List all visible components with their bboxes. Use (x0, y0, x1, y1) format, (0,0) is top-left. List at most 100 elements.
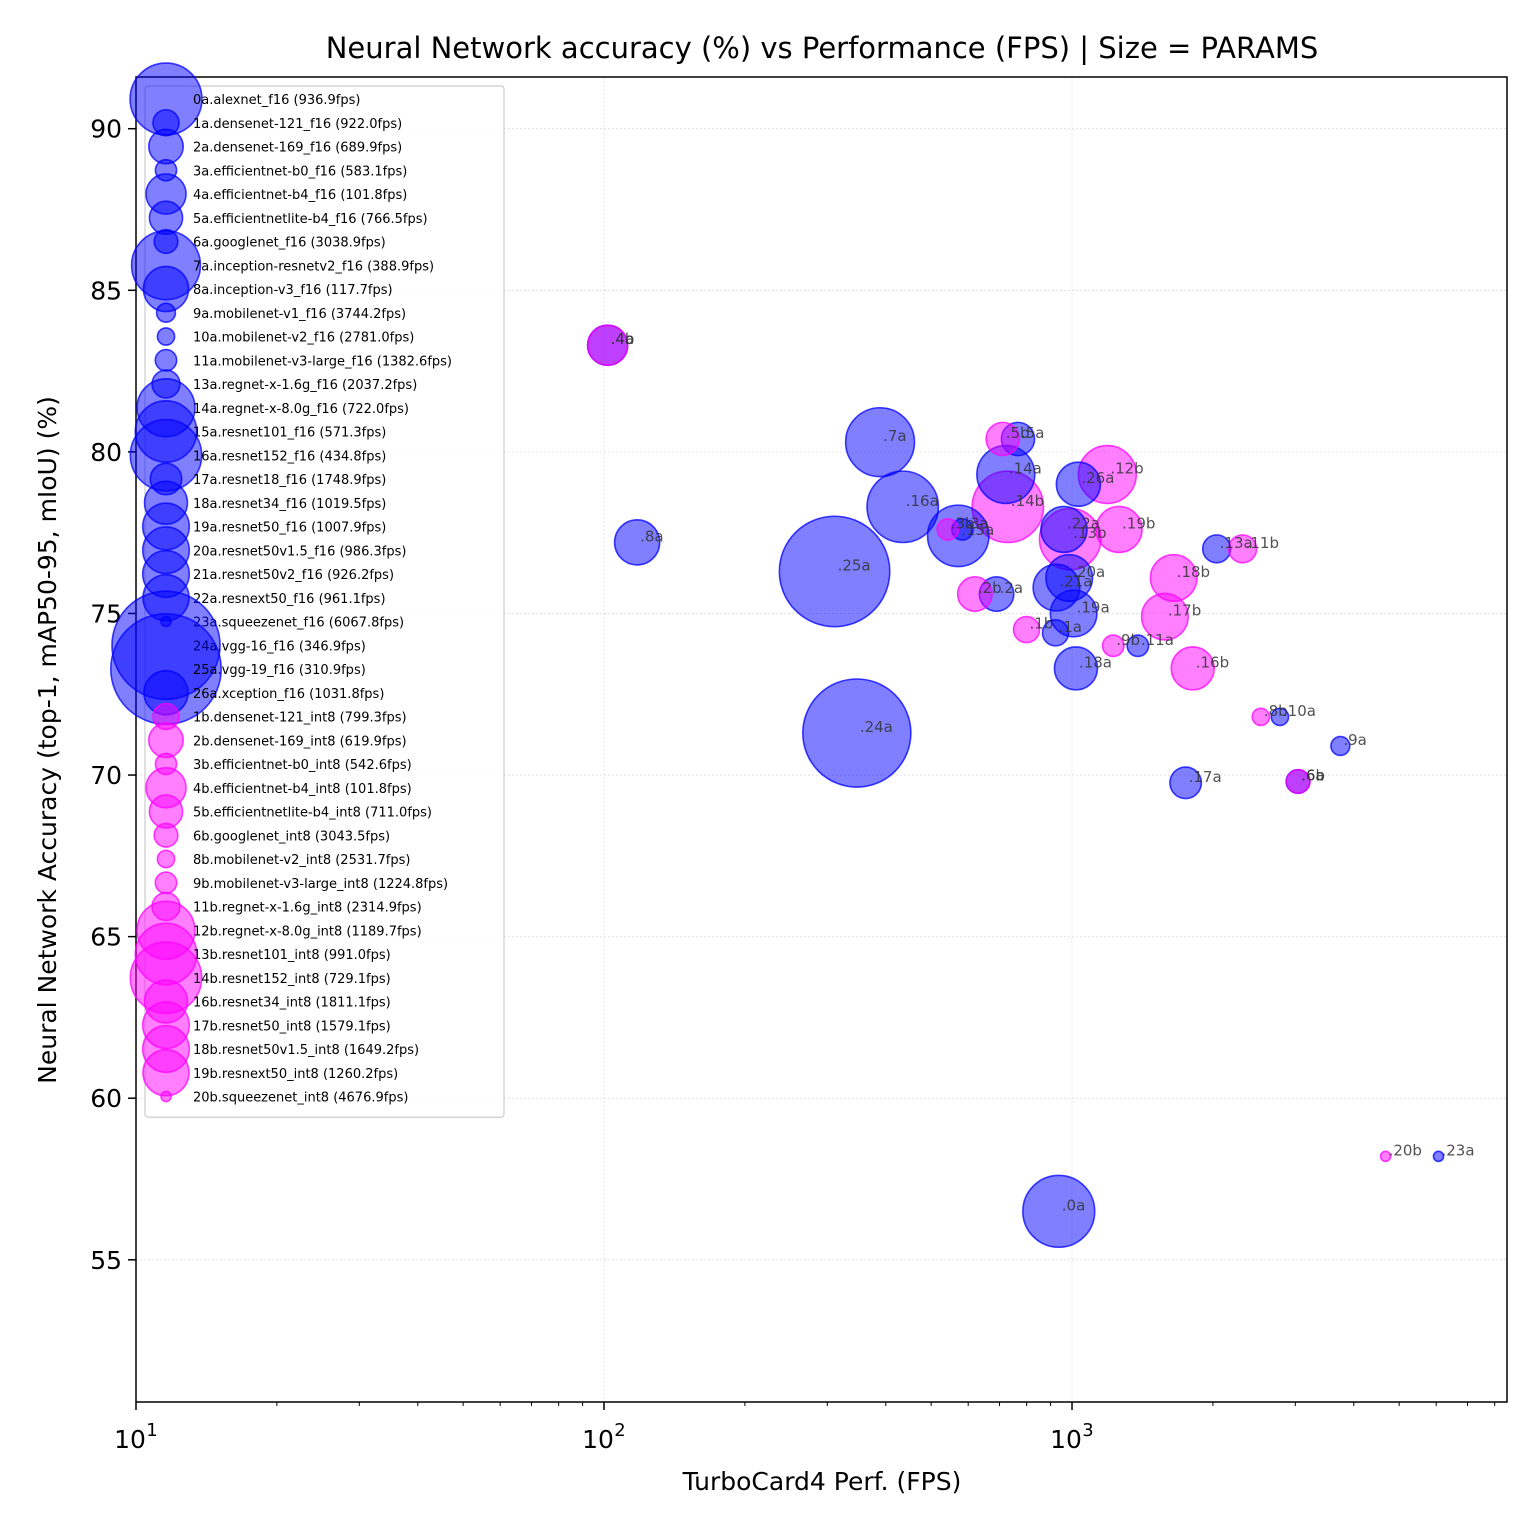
data-point-26a (1055, 461, 1102, 508)
point-label-6b: .6b (1301, 767, 1325, 785)
data-point-9a (1330, 735, 1351, 757)
legend-entry-17a: 17a.resnet18_f16 (1748.9fps) (193, 473, 386, 488)
data-point-18b (1149, 553, 1198, 602)
point-label-18a: .18a (1079, 653, 1112, 671)
x-tick-label: 10 (114, 1425, 146, 1454)
point-label-10a: .10a (1283, 702, 1316, 720)
legend-entry-14a: 14a.regnet-x-8.0g_f16 (722.0fps) (193, 402, 409, 417)
point-label-9a: .9a (1343, 731, 1367, 749)
point-label-15a: .15a (961, 521, 994, 539)
point-label-1a: .1a (1059, 618, 1083, 636)
data-point-16b (1170, 646, 1216, 691)
legend-entry-8a: 8a.inception-v3_f16 (117.7fps) (193, 283, 393, 298)
x-tick-exponent: 3 (1082, 1420, 1093, 1441)
legend-marker-19b (142, 1048, 190, 1097)
legend-entry-6a: 6a.googlenet_f16 (3038.9fps) (193, 236, 386, 251)
y-tick-label: 90 (90, 115, 122, 144)
legend: 0a.alexnet_f16 (936.9fps) 1a.densenet-121… (110, 62, 505, 1118)
y-tick-label: 55 (90, 1246, 122, 1275)
data-point-17a (1169, 766, 1203, 800)
legend-entry-7a: 7a.inception-resnetv2_f16 (388.9fps) (193, 259, 434, 274)
legend-entry-5a: 5a.efficientnetlite-b4_f16 (766.5fps) (193, 212, 428, 227)
point-label-5a: .5a (1021, 424, 1045, 442)
y-tick-label: 85 (90, 276, 122, 305)
data-point-20b (1379, 1150, 1392, 1163)
legend-marker-6b (153, 822, 179, 848)
point-label-6a: .6a (1301, 767, 1325, 785)
point-label-14b: .14b (1011, 492, 1044, 510)
point-labels: .0a .1a .2a .3a .4a .5a .6a .7a .8a .9a .10a .11a .1… (611, 330, 1475, 1214)
point-label-4a: .4a (611, 330, 635, 348)
point-label-24a: .24a (860, 718, 893, 736)
point-label-17a: .17a (1189, 768, 1222, 786)
y-tick-label: 60 (90, 1084, 122, 1113)
legend-marker-2a (147, 128, 185, 165)
x-tick-exponent: 2 (614, 1420, 625, 1441)
legend-entry-0a: 0a.alexnet_f16 (936.9fps) (193, 93, 360, 108)
data-point-8b (1251, 707, 1271, 727)
data-point-9b (1101, 634, 1125, 658)
legend-entry-13b: 13b.resnet101_int8 (991.0fps) (193, 948, 391, 963)
data-point-10a (1270, 707, 1290, 727)
point-label-11a: .11a (1141, 631, 1174, 649)
y-tick-label: 80 (90, 438, 122, 467)
legend-entry-22a: 22a.resnext50_f16 (961.1fps) (193, 592, 386, 607)
data-point-2b (956, 576, 993, 613)
plot-frame (135, 76, 1508, 1403)
data-point-11a (1126, 634, 1150, 658)
legend-entry-4b: 4b.efficientnet-b4_int8 (101.8fps) (193, 782, 412, 797)
y-tick-label: 65 (90, 923, 122, 952)
legend-entry-9b: 9b.mobilenet-v3-large_int8 (1224.8fps) (193, 877, 448, 892)
chart-title: Neural Network accuracy (%) vs Performan… (326, 31, 1319, 65)
legend-entry-24a: 24a.vgg-16_f16 (346.9fps) (193, 639, 366, 654)
legend-marker-2b (147, 722, 185, 759)
data-point-19b (1095, 505, 1143, 554)
data-point-5b (985, 421, 1021, 457)
legend-entry-16b: 16b.resnet34_int8 (1811.1fps) (193, 996, 391, 1011)
legend-entry-20a: 20a.resnet50v1.5_f16 (986.3fps) (193, 544, 406, 559)
point-label-20b: .20b (1389, 1141, 1422, 1159)
point-label-2b: .2b (978, 579, 1002, 597)
legend-entry-17b: 17b.resnet50_int8 (1579.1fps) (193, 1019, 391, 1034)
point-label-14a: .14a (1009, 460, 1042, 478)
point-label-13a: .13a (1220, 534, 1253, 552)
legend-entry-2a: 2a.densenet-169_f16 (689.9fps) (193, 141, 402, 156)
point-label-8a: .8a (640, 527, 664, 545)
point-label-2a: .2a (1000, 579, 1024, 597)
point-label-0a: .0a (1062, 1196, 1086, 1214)
legend-marker-9b (154, 871, 178, 895)
point-label-22a: .22a (1067, 514, 1100, 532)
legend-entry-25a: 25a.vgg-19_f16 (310.9fps) (193, 663, 366, 678)
point-label-7a: .7a (883, 427, 907, 445)
point-label-13b: .13b (1073, 524, 1106, 542)
data-point-8a (613, 519, 661, 566)
x-tick-label: 10 (582, 1425, 614, 1454)
legend-entry-21a: 21a.resnet50v2_f16 (926.2fps) (193, 568, 394, 583)
legend-entry-8b: 8b.mobilenet-v2_int8 (2531.7fps) (193, 853, 410, 868)
y-axis-label: Neural Network Accuracy (top-1, mAP50-95… (33, 396, 62, 1084)
legend-entry-5b: 5b.efficientnetlite-b4_int8 (711.0fps) (193, 806, 432, 821)
point-label-17b: .17b (1168, 602, 1201, 620)
legend-marker-11a (154, 348, 178, 372)
point-label-4b: .4b (611, 330, 635, 348)
legend-entry-4a: 4a.efficientnet-b4_f16 (101.8fps) (193, 188, 407, 203)
data-point-1a (1041, 619, 1070, 647)
y-tick-label: 70 (90, 761, 122, 790)
x-axis-label: TurboCard4 Perf. (FPS) (682, 1467, 962, 1496)
point-label-25a: .25a (838, 556, 871, 574)
legend-entry-20b: 20b.squeezenet_int8 (4676.9fps) (193, 1091, 408, 1106)
point-label-23a: .23a (1441, 1141, 1474, 1159)
legend-entry-11b: 11b.regnet-x-1.6g_int8 (2314.9fps) (193, 901, 422, 916)
point-label-16b: .16b (1196, 653, 1229, 671)
legend-marker-8b (156, 849, 176, 869)
legend-entry-10a: 10a.mobilenet-v2_f16 (2781.0fps) (193, 331, 414, 346)
legend-entry-11a: 11a.mobilenet-v3-large_f16 (1382.6fps) (193, 354, 452, 369)
legend-entry-1b: 1b.densenet-121_int8 (799.3fps) (193, 711, 407, 726)
legend-entry-13a: 13a.regnet-x-1.6g_f16 (2037.2fps) (193, 378, 417, 393)
legend-marker-10a (156, 327, 176, 346)
data-point-0a (1022, 1174, 1096, 1249)
point-label-11b: .11b (1246, 534, 1279, 552)
legend-entry-15a: 15a.resnet101_f16 (571.3fps) (193, 426, 386, 441)
point-label-16a: .16a (906, 492, 939, 510)
